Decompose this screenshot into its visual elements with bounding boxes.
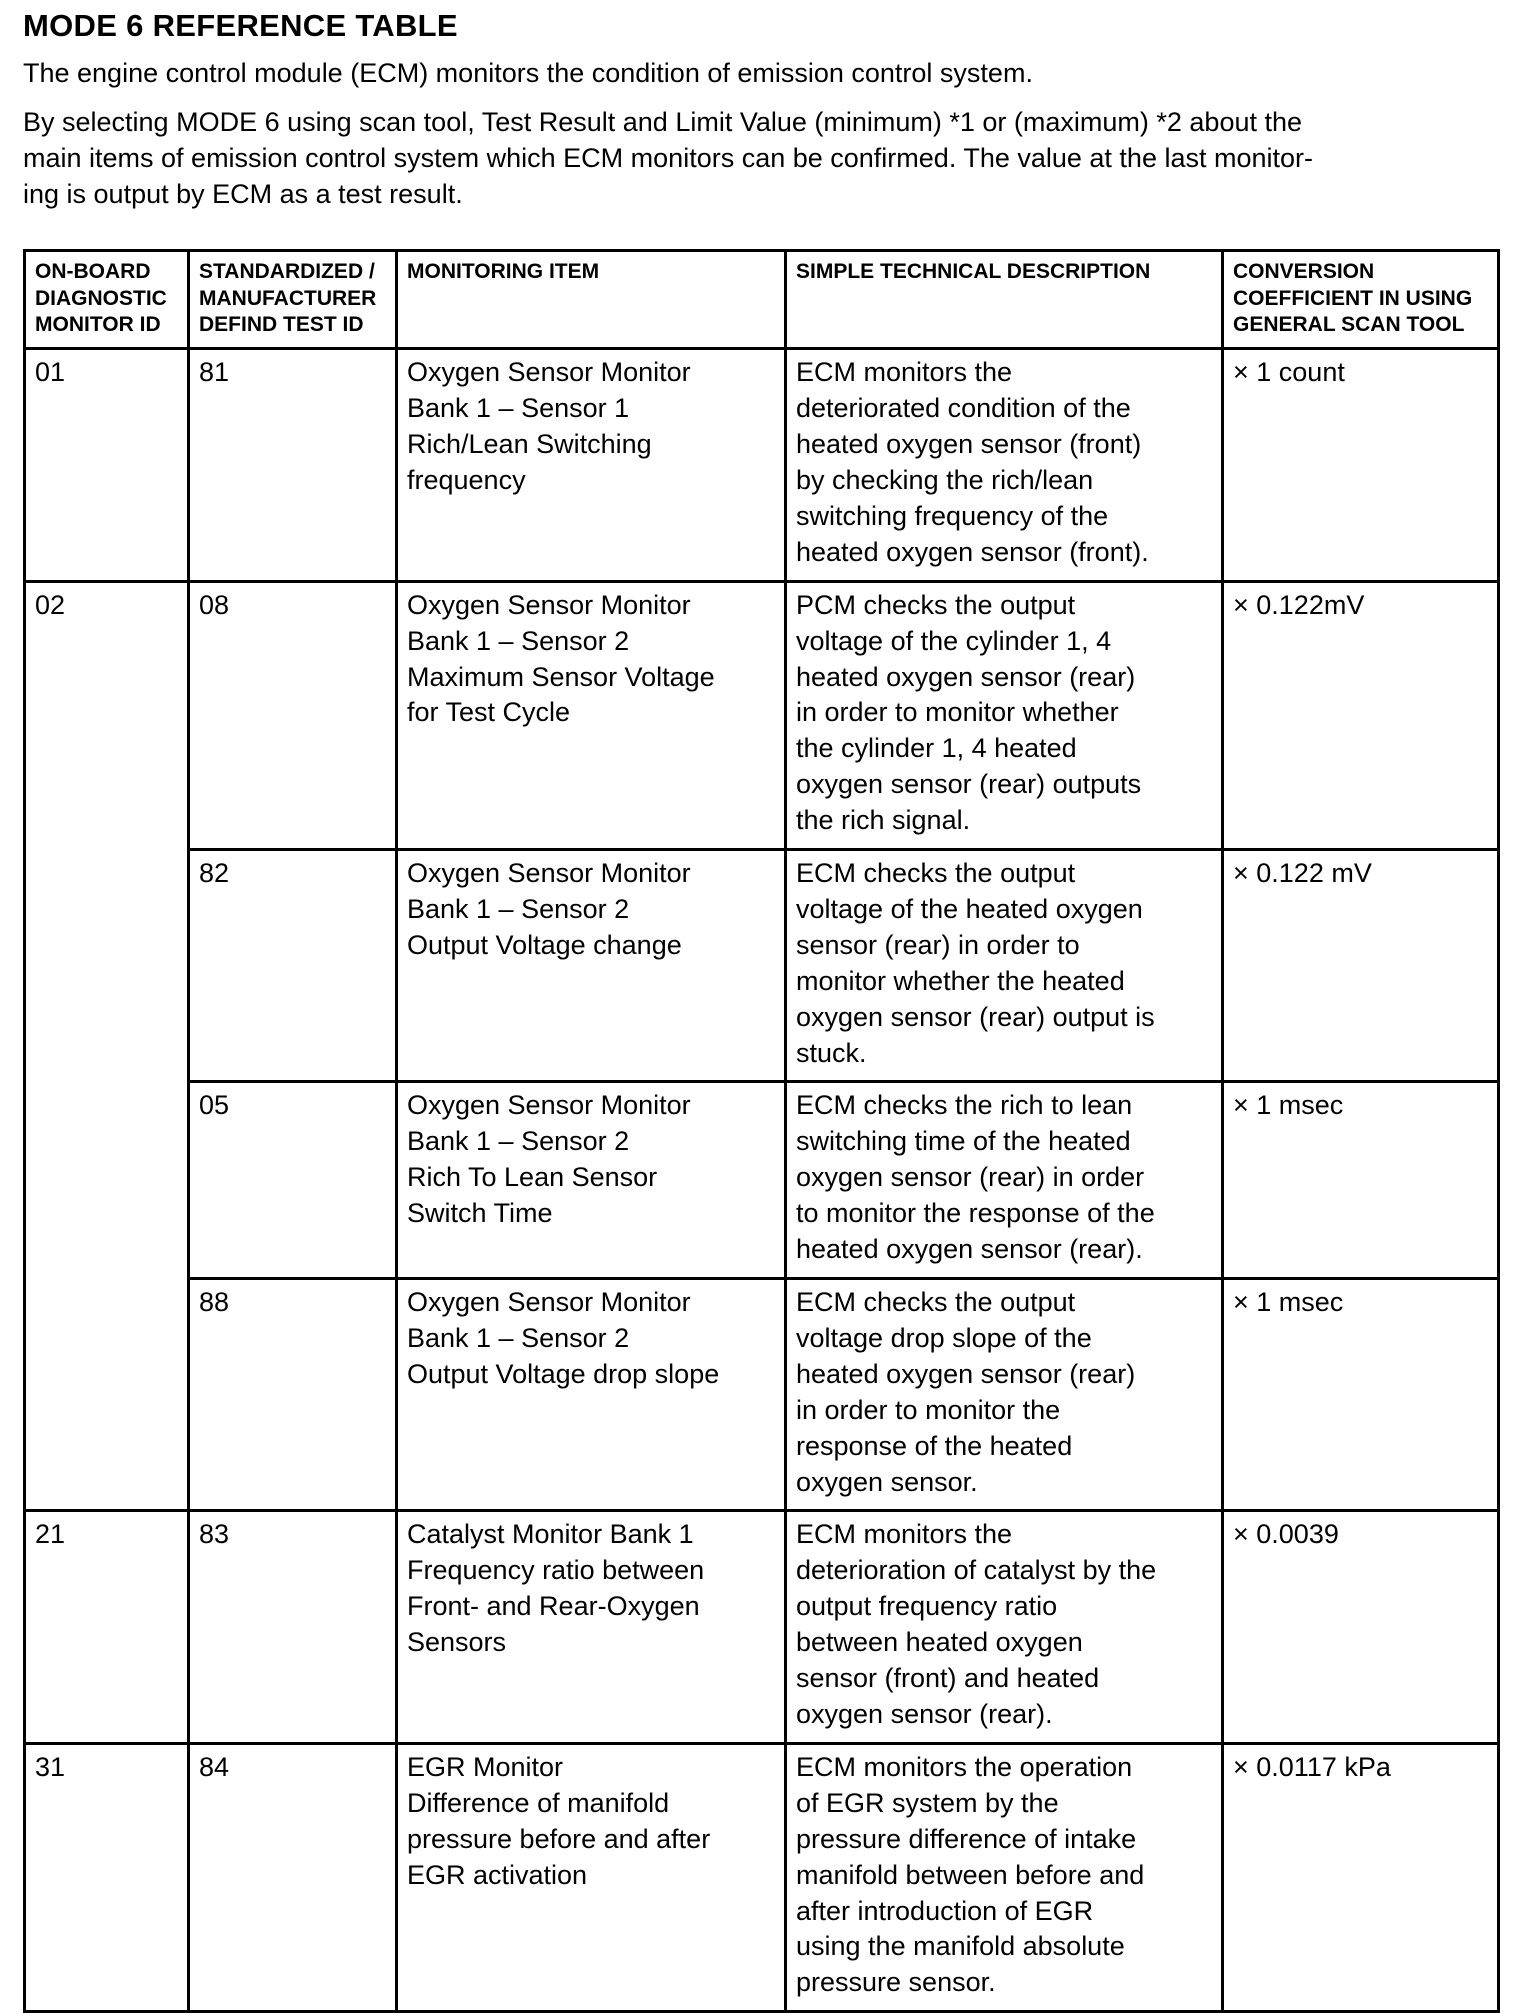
mode6-reference-table: ON-BOARD DIAGNOSTIC MONITOR ID STANDARDI… [23,248,1500,2013]
test-id-cell: 08 [187,579,398,852]
monitoring-item-cell: Oxygen Sensor Monitor Bank 1 – Sensor 1 … [395,347,787,583]
monitor-id-cell: 01 [23,347,190,583]
description-cell: ECM checks the output voltage of the hea… [784,848,1224,1084]
test-id-cell: 81 [187,347,398,583]
description-cell: ECM monitors the operation of EGR system… [784,1741,1224,2013]
monitoring-item-cell: EGR Monitor Difference of manifold press… [395,1741,787,2013]
column-header-conversion-coefficient: CONVERSION COEFFICIENT IN USING GENERAL … [1221,248,1500,351]
description-cell: ECM checks the rich to lean switching ti… [784,1080,1224,1280]
table-row: 21 83 Catalyst Monitor Bank 1 Frequency … [23,1509,1500,1745]
test-id-cell: 83 [187,1509,398,1745]
table-row: 01 81 Oxygen Sensor Monitor Bank 1 – Sen… [23,347,1500,583]
monitor-id-cell: 31 [23,1741,190,2013]
test-id-cell: 82 [187,848,398,1084]
page-title: MODE 6 REFERENCE TABLE [23,8,458,43]
description-cell: ECM checks the output voltage drop slope… [784,1276,1224,1513]
table-row: 31 84 EGR Monitor Difference of manifold… [23,1741,1500,2013]
column-header-monitoring-item: MONITORING ITEM [395,248,787,351]
monitoring-item-cell: Catalyst Monitor Bank 1 Frequency ratio … [395,1509,787,1745]
coefficient-cell: × 0.0117 kPa [1221,1741,1500,2013]
description-cell: ECM monitors the deterioration of cataly… [784,1509,1224,1745]
coefficient-cell: × 0.0039 [1221,1509,1500,1745]
document-page: MODE 6 REFERENCE TABLE The engine contro… [23,8,1500,2013]
test-id-cell: 84 [187,1741,398,2013]
description-cell: PCM checks the output voltage of the cyl… [784,579,1224,852]
intro-paragraph-1: The engine control module (ECM) monitors… [23,58,1033,88]
coefficient-cell: × 1 msec [1221,1276,1500,1513]
monitoring-item-cell: Oxygen Sensor Monitor Bank 1 – Sensor 2 … [395,1276,787,1513]
coefficient-cell: × 1 msec [1221,1080,1500,1280]
coefficient-cell: × 0.122 mV [1221,848,1500,1084]
intro-paragraph-2: By selecting MODE 6 using scan tool, Tes… [23,106,1314,209]
monitoring-item-cell: Oxygen Sensor Monitor Bank 1 – Sensor 2 … [395,1080,787,1280]
table-row: 05 Oxygen Sensor Monitor Bank 1 – Sensor… [25,1080,1500,1280]
test-id-cell: 88 [187,1276,398,1513]
table-row: 02 08 Oxygen Sensor Monitor Bank 1 – Sen… [23,579,1500,1513]
test-id-cell: 05 [187,1080,398,1280]
coefficient-cell: × 1 count [1221,347,1500,583]
coefficient-cell: × 0.122mV [1221,579,1500,852]
column-header-test-id: STANDARDIZED / MANUFACTURER DEFIND TEST … [187,248,398,351]
monitoring-item-cell: Oxygen Sensor Monitor Bank 1 – Sensor 2 … [395,579,787,852]
monitor-id-cell: 02 [23,579,190,1513]
column-header-description: SIMPLE TECHNICAL DESCRIPTION [784,248,1224,351]
table-header-row: ON-BOARD DIAGNOSTIC MONITOR ID STANDARDI… [23,248,1500,351]
monitoring-item-cell: Oxygen Sensor Monitor Bank 1 – Sensor 2 … [395,848,787,1084]
description-cell: ECM monitors the deteriorated condition … [784,347,1224,583]
table-row: 82 Oxygen Sensor Monitor Bank 1 – Sensor… [25,848,1500,1084]
table-row: 88 Oxygen Sensor Monitor Bank 1 – Sensor… [25,1276,1500,1513]
column-header-monitor-id: ON-BOARD DIAGNOSTIC MONITOR ID [23,248,190,351]
monitor-id-cell: 21 [23,1509,190,1745]
